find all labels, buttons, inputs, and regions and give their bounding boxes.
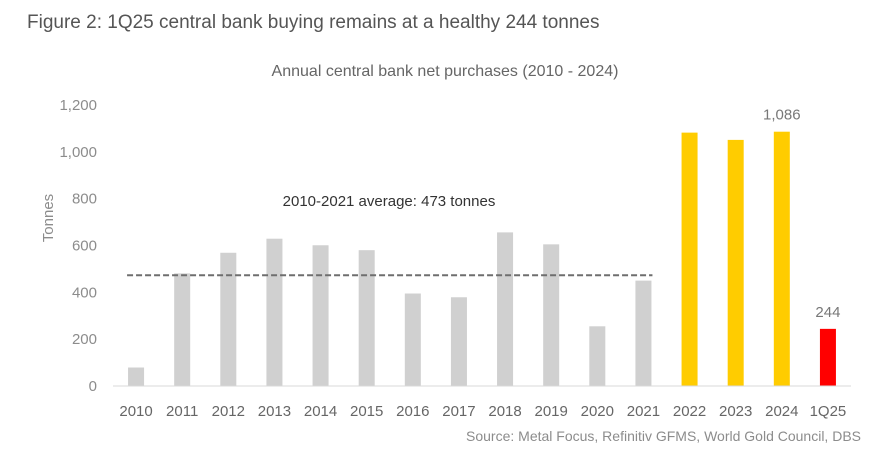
figure-title: Figure 2: 1Q25 central bank buying remai… <box>27 12 600 33</box>
bar-2022 <box>681 132 698 386</box>
x-tick-label: 2011 <box>166 403 198 420</box>
bar-2014 <box>312 245 329 386</box>
bar-2020 <box>589 326 606 386</box>
chart-title: Annual central bank net purchases (2010 … <box>272 63 619 80</box>
x-tick-label: 2012 <box>212 403 245 420</box>
bar-2021 <box>635 280 652 386</box>
x-tick-label: 2014 <box>304 403 337 420</box>
bar-2010 <box>128 367 145 386</box>
bar-2023 <box>727 139 744 386</box>
x-axis-ticks: 2010 2011 2012 2013 2014 2015 2016 2017 2018 2019… <box>119 403 846 420</box>
source-note: Source: Metal Focus, Refinitiv GFMS, Wor… <box>466 428 861 444</box>
data-label: 1,086 <box>763 107 801 124</box>
bar-2013 <box>266 238 283 386</box>
x-tick-label: 2017 <box>442 403 475 420</box>
data-labels: 1,086 244 <box>763 107 840 321</box>
bar-2024 <box>773 131 790 386</box>
bar-2019 <box>543 244 560 386</box>
x-tick-label: 2018 <box>488 403 521 420</box>
y-tick-label: 600 <box>72 238 97 255</box>
y-tick-label: 1,200 <box>59 97 97 114</box>
x-tick-label: 1Q25 <box>810 403 847 420</box>
x-tick-label: 2010 <box>119 403 152 420</box>
y-tick-label: 0 <box>89 378 97 395</box>
x-tick-label: 2019 <box>535 403 568 420</box>
bar-1q25 <box>819 328 836 386</box>
x-tick-label: 2013 <box>258 403 291 420</box>
x-tick-label: 2021 <box>627 403 660 420</box>
average-label: 2010-2021 average: 473 tonnes <box>283 193 496 210</box>
x-tick-label: 2022 <box>673 403 706 420</box>
bar-2018 <box>497 232 514 386</box>
bar-2015 <box>358 250 375 386</box>
x-tick-label: 2016 <box>396 403 429 420</box>
bar-2016 <box>404 293 421 386</box>
y-tick-label: 1,000 <box>59 144 97 161</box>
x-tick-label: 2023 <box>719 403 752 420</box>
data-label: 244 <box>815 304 840 321</box>
x-tick-label: 2015 <box>350 403 383 420</box>
bar-2017 <box>450 297 467 386</box>
average-line-group: 2010-2021 average: 473 tonnes <box>127 193 653 277</box>
bar-2012 <box>220 252 237 386</box>
y-axis-ticks: 0 200 400 600 800 1,000 1,200 <box>59 97 97 395</box>
x-tick-label: 2024 <box>765 403 798 420</box>
bar-2011 <box>174 273 191 386</box>
x-tick-label: 2020 <box>581 403 614 420</box>
y-tick-label: 800 <box>72 191 97 208</box>
bars <box>128 131 836 386</box>
y-tick-label: 200 <box>72 331 97 348</box>
y-tick-label: 400 <box>72 284 97 301</box>
y-axis-label: Tonnes <box>40 194 57 242</box>
